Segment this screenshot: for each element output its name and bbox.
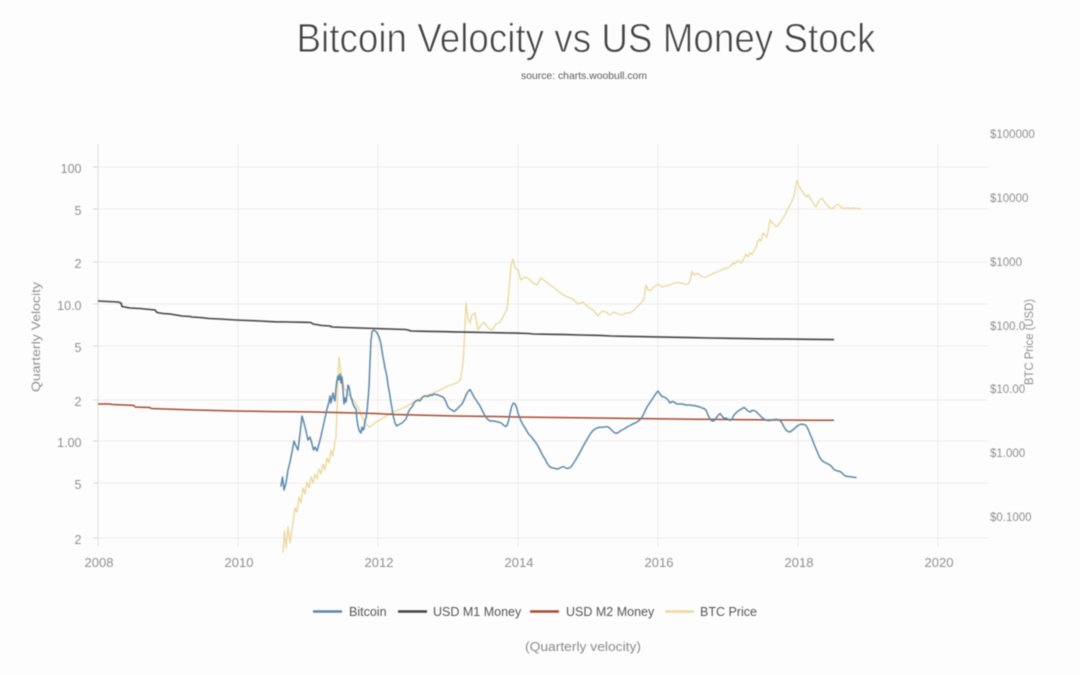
svg-text:USD M1 Money: USD M1 Money xyxy=(433,605,522,619)
svg-text:Quarterly Velocity: Quarterly Velocity xyxy=(29,282,43,392)
svg-text:$1000: $1000 xyxy=(990,257,1022,269)
svg-text:5: 5 xyxy=(75,341,82,355)
svg-text:2: 2 xyxy=(75,533,82,547)
svg-text:2012: 2012 xyxy=(365,555,394,570)
svg-text:2020: 2020 xyxy=(925,555,954,570)
svg-text:2018: 2018 xyxy=(785,555,814,570)
svg-text:$100000: $100000 xyxy=(990,129,1035,141)
svg-text:2008: 2008 xyxy=(85,555,114,570)
svg-text:5: 5 xyxy=(75,478,82,492)
svg-text:1.00: 1.00 xyxy=(57,436,81,450)
svg-text:$1.000: $1.000 xyxy=(990,448,1025,460)
svg-text:100: 100 xyxy=(61,162,82,176)
svg-text:USD M2 Money: USD M2 Money xyxy=(566,605,655,619)
svg-text:5: 5 xyxy=(75,204,82,218)
svg-text:(Quarterly velocity): (Quarterly velocity) xyxy=(525,639,641,654)
svg-text:source: charts.woobull.com: source: charts.woobull.com xyxy=(521,70,647,82)
svg-text:BTC Price (USD): BTC Price (USD) xyxy=(1024,299,1036,385)
svg-text:2014: 2014 xyxy=(505,555,534,570)
svg-text:2: 2 xyxy=(75,395,82,409)
svg-text:Bitcoin: Bitcoin xyxy=(349,605,387,619)
svg-text:$100.0: $100.0 xyxy=(990,321,1025,333)
svg-text:$10000: $10000 xyxy=(990,193,1028,205)
svg-text:$10.00: $10.00 xyxy=(990,384,1025,396)
svg-text:BTC Price: BTC Price xyxy=(700,605,757,619)
svg-text:10.0: 10.0 xyxy=(57,299,81,313)
svg-text:2: 2 xyxy=(75,257,82,271)
svg-text:Bitcoin Velocity vs US Money S: Bitcoin Velocity vs US Money Stock xyxy=(297,15,876,61)
svg-text:2016: 2016 xyxy=(645,555,674,570)
svg-text:$0.1000: $0.1000 xyxy=(990,512,1032,524)
svg-text:2010: 2010 xyxy=(225,555,254,570)
